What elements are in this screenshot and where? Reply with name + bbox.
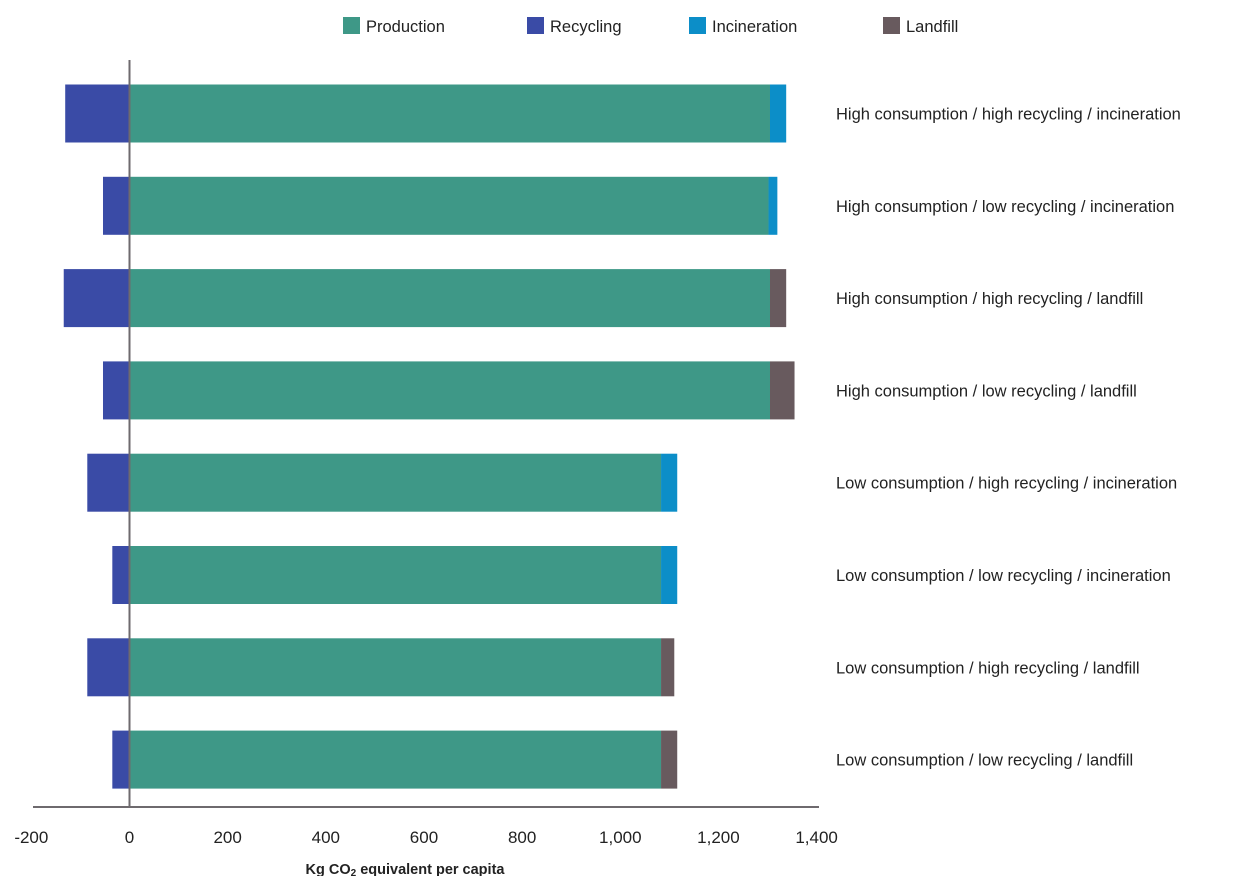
bar-landfill-8	[661, 730, 678, 789]
bar-incineration-6	[661, 546, 678, 604]
bar-incineration-5	[661, 453, 678, 512]
legend-label-recycling: Recycling	[550, 18, 622, 36]
category-label: High consumption / low recycling / incin…	[836, 198, 1174, 216]
legend-swatch-recycling	[527, 17, 544, 34]
bar-landfill-7	[661, 638, 675, 697]
legend-label-incineration: Incineration	[712, 18, 797, 36]
category-label: Low consumption / high recycling / incin…	[836, 475, 1177, 493]
category-label: High consumption / high recycling / inci…	[836, 106, 1181, 124]
category-label: Low consumption / low recycling / landfi…	[836, 752, 1133, 770]
x-tick-label: 0	[125, 828, 134, 847]
bar-incineration-1	[769, 84, 787, 143]
bar-production-8	[129, 730, 662, 789]
legend-swatch-landfill	[883, 17, 900, 34]
bar-recycling-1	[65, 84, 130, 143]
bar-production-7	[129, 638, 662, 697]
x-tick-label: 1,400	[795, 828, 838, 847]
bar-recycling-8	[112, 730, 130, 789]
bar-production-6	[129, 546, 662, 604]
bar-recycling-3	[63, 269, 130, 328]
x-tick-label: 600	[410, 828, 438, 847]
bar-recycling-7	[87, 638, 130, 697]
bar-production-5	[129, 453, 662, 512]
x-tick-label: 1,000	[599, 828, 642, 847]
x-axis-title: Kg CO2 equivalent per capita	[306, 862, 506, 876]
axes: -200 0 200 400 600 800 1,000 1,200 1,400	[14, 60, 838, 847]
x-tick-label: 400	[312, 828, 340, 847]
category-label: Low consumption / low recycling / incine…	[836, 567, 1171, 585]
bar-recycling-5	[87, 453, 130, 512]
bars	[63, 84, 795, 789]
category-label: High consumption / low recycling / landf…	[836, 382, 1137, 400]
bar-incineration-2	[768, 176, 778, 235]
legend-swatch-incineration	[689, 17, 706, 34]
bar-recycling-6	[112, 546, 130, 604]
category-labels: High consumption / high recycling / inci…	[836, 106, 1181, 770]
legend-swatch-production	[343, 17, 360, 34]
bar-production-2	[129, 176, 769, 235]
x-tick-label: 200	[213, 828, 241, 847]
legend: Production Recycling Incineration Landfill	[343, 17, 958, 36]
legend-label-landfill: Landfill	[906, 18, 958, 36]
legend-label-production: Production	[366, 18, 445, 36]
category-label: High consumption / high recycling / land…	[836, 290, 1143, 308]
bar-production-4	[129, 361, 770, 420]
bar-landfill-4	[769, 361, 795, 420]
bar-production-1	[129, 84, 770, 143]
x-tick-label: 1,200	[697, 828, 740, 847]
x-tick-label: -200	[14, 828, 48, 847]
bar-landfill-3	[769, 269, 787, 328]
bar-production-3	[129, 269, 770, 328]
bar-recycling-4	[102, 361, 130, 420]
x-tick-label: 800	[508, 828, 536, 847]
category-label: Low consumption / high recycling / landf…	[836, 659, 1140, 677]
bar-recycling-2	[102, 176, 130, 235]
